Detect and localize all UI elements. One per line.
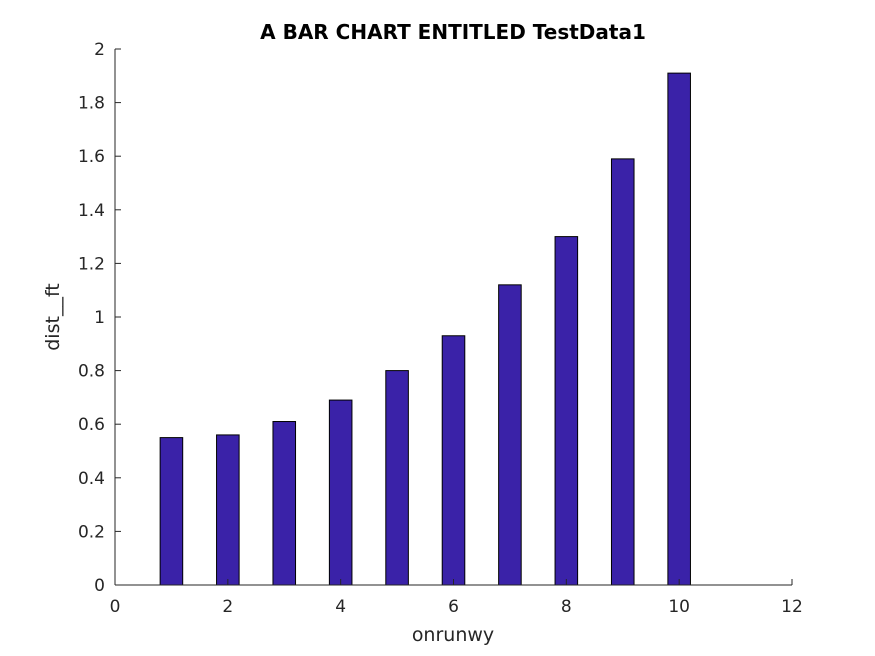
x-tick-label: 4 bbox=[335, 597, 346, 617]
x-tick-label: 12 bbox=[781, 597, 803, 617]
y-axis-label: dist__ft bbox=[42, 283, 64, 351]
chart-title: A BAR CHART ENTITLED TestData1 bbox=[260, 20, 646, 44]
y-tick-label: 1 bbox=[94, 308, 105, 328]
x-ticks-group: 0 2 4 6 8 10 12 bbox=[110, 579, 803, 617]
bar-5 bbox=[385, 370, 409, 586]
y-tick-label: 1.4 bbox=[78, 201, 105, 221]
y-tick-label: 1.8 bbox=[78, 94, 105, 114]
bar-2 bbox=[216, 434, 240, 586]
x-tick-label: 8 bbox=[561, 597, 572, 617]
bar-9 bbox=[610, 158, 635, 586]
bar-6 bbox=[441, 335, 466, 586]
y-tick-label: 0 bbox=[94, 576, 105, 596]
y-tick-label: 0.4 bbox=[78, 469, 105, 489]
bar-8 bbox=[554, 236, 579, 586]
y-tick-label: 2 bbox=[94, 40, 105, 60]
y-tick-label: 0.6 bbox=[78, 415, 105, 435]
y-tick-label: 0.8 bbox=[78, 362, 105, 382]
y-tick-label: 1.2 bbox=[78, 254, 105, 274]
y-ticks-group: 0 0.2 0.4 0.6 0.8 1 1.2 1.4 1.6 1.8 2 bbox=[78, 40, 121, 596]
y-tick-label: 1.6 bbox=[78, 147, 105, 167]
bar-1 bbox=[159, 437, 184, 586]
bars-group bbox=[159, 72, 691, 586]
bar-7 bbox=[498, 284, 522, 586]
x-tick-label: 6 bbox=[448, 597, 459, 617]
bar-10 bbox=[667, 72, 691, 586]
bar-3 bbox=[272, 421, 297, 586]
x-tick-label: 10 bbox=[668, 597, 690, 617]
x-tick-label: 0 bbox=[110, 597, 121, 617]
bar-4 bbox=[328, 399, 353, 586]
x-tick-label: 2 bbox=[222, 597, 233, 617]
y-tick-label: 0.2 bbox=[78, 522, 105, 542]
x-axis-label: onrunwy bbox=[412, 624, 494, 646]
